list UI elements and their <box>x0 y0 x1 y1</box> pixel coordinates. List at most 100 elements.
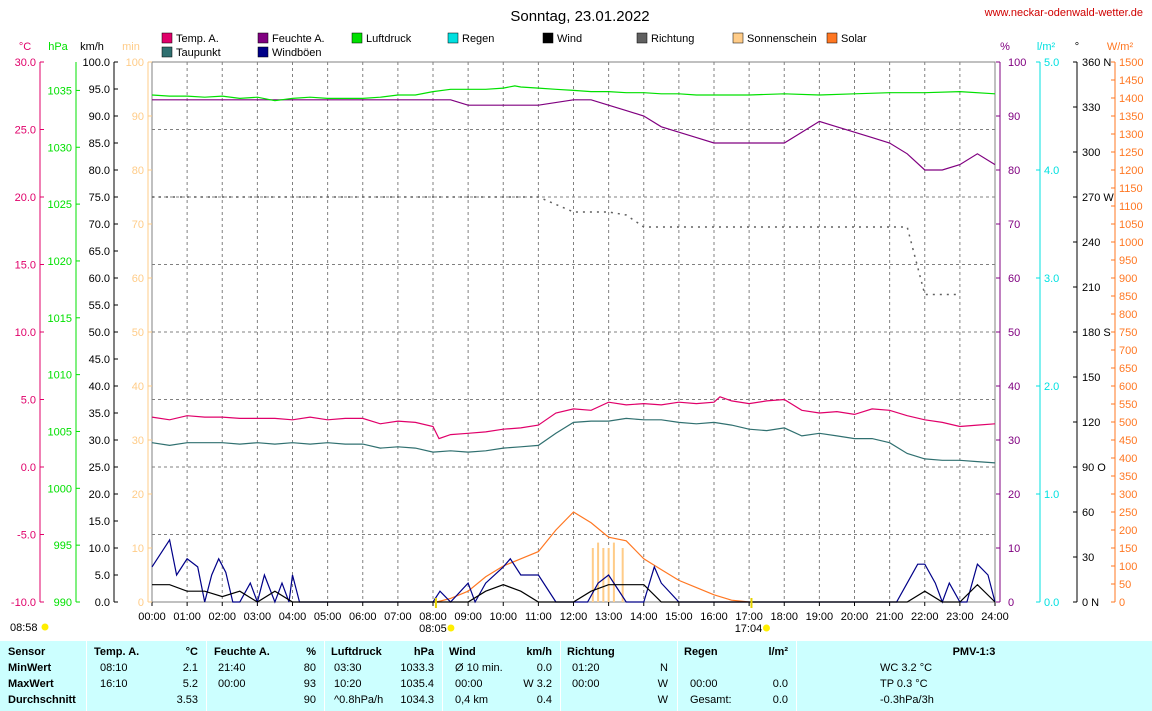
axis-label-sun: 50 <box>132 327 144 339</box>
axis-label-sun: 20 <box>132 489 144 501</box>
axis-label-humidity: 30 <box>1008 435 1020 447</box>
axis-label-direction: 360 N <box>1082 57 1111 69</box>
series-line-windb-en <box>151 538 996 604</box>
legend-label-rain: Regen <box>462 33 494 45</box>
axis-label-humidity: 50 <box>1008 327 1020 339</box>
axis-unit-direction: ° <box>1075 41 1079 53</box>
stat-pressure-value: 1033.3 <box>400 662 434 674</box>
stat-direction-value: W <box>657 694 668 706</box>
sunshine-bar <box>591 548 594 602</box>
daylight-duration: 08:58 <box>10 622 38 634</box>
axis-label-humidity: 90 <box>1008 111 1020 123</box>
stat-wind-time: 00:00 <box>455 678 483 690</box>
axis-label-humidity: 0 <box>1008 597 1014 609</box>
stat-rain-value: 0.0 <box>772 678 788 690</box>
legend-swatch-humidity <box>257 32 269 44</box>
axis-label-direction: 210 <box>1082 282 1100 294</box>
axis-label-rain: 0.0 <box>1044 597 1059 609</box>
axis-label-direction: 150 <box>1082 372 1100 384</box>
legend-swatch-sunshine <box>732 32 744 44</box>
stat-wind-time: Ø 10 min. <box>455 662 503 674</box>
legend-label-dewpoint: Taupunkt <box>176 47 221 59</box>
axis-label-wind: 30.0 <box>89 435 110 447</box>
axis-label-rain: 5.0 <box>1044 57 1059 69</box>
legend-swatch-rain <box>447 32 459 44</box>
legend-label-pressure: Luftdruck <box>366 33 412 45</box>
stat-pressure-value: 1034.3 <box>400 694 434 706</box>
legend-label-direction: Richtung <box>651 33 694 45</box>
legend-swatch-wind <box>542 32 554 44</box>
stat-direction-time: 01:20 <box>572 662 600 674</box>
stat-wind-value: W 3.2 <box>523 678 552 690</box>
header-wind: Wind <box>449 646 476 658</box>
axis-label-humidity: 60 <box>1008 273 1020 285</box>
stat-pmv-value: TP 0.3 °C <box>880 678 928 690</box>
stat-temp-time: 16:10 <box>100 678 128 690</box>
statistics-table: Sensor Temp. A. °C Feuchte A. % Luftdruc… <box>0 641 1152 711</box>
axis-label-solar: 200 <box>1119 525 1137 537</box>
series-line-richtung <box>152 196 960 296</box>
legend-swatch-solar <box>826 32 838 44</box>
axis-label-sun: 40 <box>132 381 144 393</box>
stat-pressure-time: ^0.8hPa/h <box>334 694 384 706</box>
axis-label-solar: 1100 <box>1119 201 1143 213</box>
axis-label-wind: 10.0 <box>89 543 110 555</box>
axis-label-solar: 750 <box>1119 327 1137 339</box>
legend-label-temp: Temp. A. <box>176 33 219 45</box>
axis-label-wind: 70.0 <box>89 219 110 231</box>
axis-label-pressure: 1000 <box>48 483 72 495</box>
axis-label-solar: 1250 <box>1119 147 1143 159</box>
stat-pmv-value: -0.3hPa/3h <box>880 694 934 706</box>
axis-label-humidity: 70 <box>1008 219 1020 231</box>
header-rain: Regen <box>684 646 718 658</box>
axis-label-temp: 0.0 <box>21 462 36 474</box>
legend-swatch-direction <box>636 32 648 44</box>
legend-label-humidity: Feuchte A. <box>272 33 325 45</box>
axis-label-solar: 500 <box>1119 417 1137 429</box>
axis-label-rain: 1.0 <box>1044 489 1059 501</box>
axis-label-solar: 150 <box>1119 543 1137 555</box>
series-line-temp-a <box>151 396 996 440</box>
axis-label-pressure: 1020 <box>48 256 72 268</box>
header-temp: Temp. A. <box>94 646 140 658</box>
axis-label-solar: 50 <box>1119 579 1131 591</box>
stat-humidity-value: 80 <box>303 662 316 674</box>
header-direction: Richtung <box>567 646 615 658</box>
header-sensor: Sensor <box>8 646 46 658</box>
axis-label-wind: 100.0 <box>82 57 110 69</box>
x-tick-label: 05:00 <box>314 611 342 623</box>
axis-label-wind: 50.0 <box>89 327 110 339</box>
axis-label-solar: 850 <box>1119 291 1137 303</box>
legend-swatch-dewpoint <box>161 46 173 58</box>
x-tick-label: 11:00 <box>525 611 552 623</box>
axis-label-solar: 1300 <box>1119 129 1143 141</box>
axis-label-solar: 700 <box>1119 345 1137 357</box>
axis-label-solar: 450 <box>1119 435 1137 447</box>
axis-label-temp: 25.0 <box>15 125 36 137</box>
axis-label-humidity: 100 <box>1008 57 1026 69</box>
x-tick-label: 17:00 <box>735 611 763 623</box>
legend-swatch-pressure <box>351 32 363 44</box>
axis-label-solar: 950 <box>1119 255 1137 267</box>
axis-label-direction: 180 S <box>1082 327 1111 339</box>
stat-rain-time: 00:00 <box>690 678 718 690</box>
axis-label-sun: 30 <box>132 435 144 447</box>
axis-label-wind: 80.0 <box>89 165 110 177</box>
stat-direction-time: 00:00 <box>572 678 600 690</box>
stat-humidity-value: 93 <box>303 678 316 690</box>
axis-label-solar: 300 <box>1119 489 1137 501</box>
axis-label-wind: 45.0 <box>89 354 110 366</box>
axis-label-humidity: 20 <box>1008 489 1020 501</box>
axis-label-wind: 60.0 <box>89 273 110 285</box>
stat-pressure-value: 1035.4 <box>400 678 434 690</box>
axis-label-wind: 75.0 <box>89 192 110 204</box>
axis-unit-rain: l/m² <box>1037 41 1056 53</box>
x-tick-label: 23:00 <box>946 611 974 623</box>
x-tick-label: 01:00 <box>173 611 201 623</box>
axis-unit-humidity: % <box>1000 41 1010 53</box>
x-tick-label: 03:00 <box>244 611 272 623</box>
x-tick-label: 00:00 <box>138 611 166 623</box>
axis-unit-solar: W/m² <box>1107 41 1134 53</box>
legend-swatch-temp <box>161 32 173 44</box>
stat-pressure-time: 03:30 <box>334 662 362 674</box>
